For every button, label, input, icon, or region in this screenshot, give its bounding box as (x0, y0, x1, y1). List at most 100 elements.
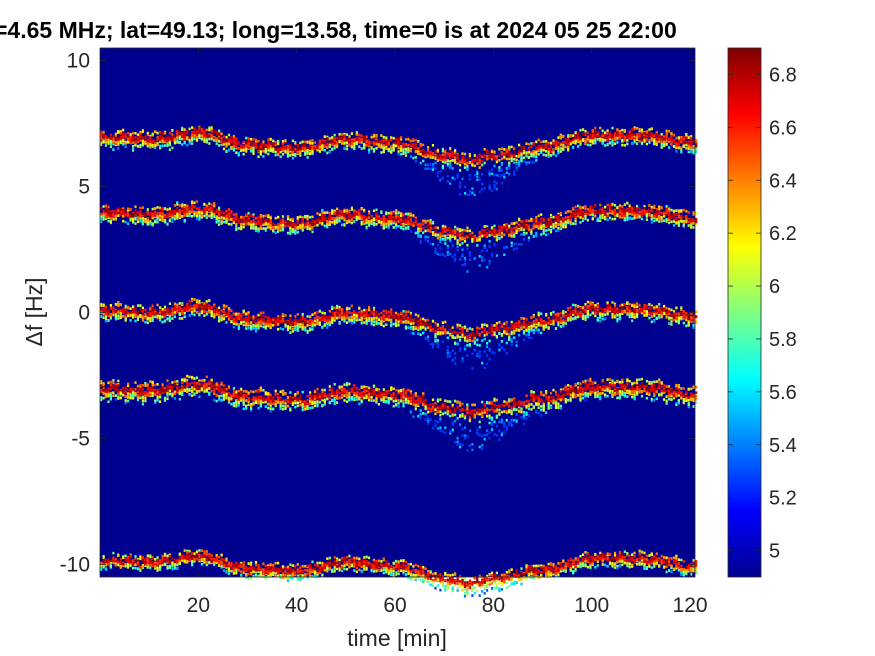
heatmap-cell (230, 140, 233, 143)
heatmap-cell (109, 133, 112, 137)
heatmap-cell (503, 253, 506, 256)
heatmap-cell (257, 324, 260, 327)
heatmap-cell (616, 206, 619, 209)
heatmap-cell (434, 230, 437, 234)
heatmap-cell (159, 216, 162, 220)
heatmap-cell (309, 222, 312, 225)
heatmap-cell (672, 209, 676, 213)
heatmap-cell (132, 145, 135, 148)
heatmap-cell (114, 217, 117, 221)
heatmap-cell (390, 151, 393, 154)
heatmap-cell (203, 306, 206, 310)
heatmap-cell (567, 147, 570, 151)
heatmap-cell (495, 160, 498, 164)
heatmap-cell (434, 251, 437, 254)
heatmap-cell (653, 211, 656, 214)
heatmap-cell (368, 219, 371, 223)
heatmap-cell (254, 329, 258, 333)
heatmap-cell (326, 220, 329, 223)
heatmap-cell (412, 138, 415, 141)
heatmap-cell (466, 247, 469, 251)
heatmap-cell (215, 210, 218, 214)
heatmap-cell (370, 219, 373, 222)
heatmap-cell (191, 206, 194, 209)
heatmap-cell (594, 131, 597, 134)
heatmap-cell (299, 225, 302, 228)
heatmap-cell (623, 211, 626, 215)
heatmap-cell (500, 162, 503, 165)
heatmap-cell (363, 139, 366, 142)
heatmap-cell (687, 150, 690, 154)
heatmap-cell (540, 151, 543, 154)
heatmap-cell (331, 148, 334, 151)
heatmap-cell (107, 140, 110, 143)
heatmap-cell (375, 142, 378, 146)
heatmap-cell (124, 137, 127, 141)
heatmap-cell (341, 133, 344, 136)
heatmap-cell (431, 221, 435, 224)
heatmap-cell (545, 150, 548, 153)
heatmap-cell (109, 138, 112, 141)
heatmap-cell (672, 139, 676, 142)
heatmap-cell (154, 207, 157, 210)
heatmap-cell (660, 144, 663, 147)
heatmap-cell (419, 161, 422, 165)
heatmap-cell (569, 222, 572, 226)
heatmap-cell (616, 210, 619, 214)
heatmap-cell (645, 138, 648, 142)
heatmap-cell (611, 135, 614, 138)
heatmap-cell (240, 220, 243, 223)
heatmap-cell (235, 228, 238, 231)
heatmap-cell (188, 214, 191, 218)
heatmap-cell (132, 146, 135, 150)
heatmap-cell (375, 208, 378, 212)
heatmap-cell (392, 221, 395, 225)
heatmap-cell (414, 145, 417, 148)
heatmap-cell (407, 143, 410, 147)
heatmap-cell (650, 127, 653, 130)
heatmap-cell (493, 184, 496, 187)
heatmap-cell (623, 218, 626, 222)
heatmap-cell (114, 303, 117, 306)
heatmap-cell (134, 143, 137, 147)
heatmap-cell (574, 142, 577, 145)
heatmap-cell (446, 174, 449, 178)
heatmap-cell (400, 136, 403, 139)
heatmap-cell (200, 133, 203, 136)
heatmap-cell (397, 220, 400, 223)
heatmap-cell (279, 227, 282, 231)
heatmap-cell (584, 215, 587, 218)
heatmap-cell (286, 217, 290, 221)
heatmap-cell (613, 138, 617, 142)
heatmap-cell (107, 319, 110, 322)
heatmap-cell (508, 164, 511, 167)
heatmap-cell (522, 220, 526, 223)
heatmap-cell (343, 137, 346, 141)
heatmap-cell (173, 211, 176, 214)
heatmap-cell (291, 219, 294, 223)
heatmap-cell (318, 219, 321, 222)
heatmap-cell (486, 149, 489, 153)
heatmap-cell (289, 220, 292, 223)
heatmap-cell (245, 150, 248, 153)
heatmap-cell (392, 146, 395, 150)
heatmap-cell (618, 211, 621, 214)
heatmap-cell (459, 184, 462, 187)
heatmap-cell (195, 207, 199, 211)
heatmap-cell (532, 223, 535, 226)
heatmap-cell (291, 229, 294, 233)
heatmap-cell (515, 226, 518, 229)
heatmap-cell (247, 314, 250, 317)
heatmap-cell (623, 136, 626, 140)
heatmap-cell (289, 224, 292, 227)
heatmap-cell (692, 222, 695, 225)
heatmap-cell (168, 319, 171, 323)
heatmap-cell (586, 131, 589, 134)
heatmap-cell (601, 211, 604, 214)
heatmap-cell (163, 308, 167, 312)
heatmap-cell (129, 138, 132, 141)
heatmap-cell (518, 143, 521, 147)
heatmap-cell (107, 215, 110, 218)
heatmap-cell (353, 143, 356, 147)
heatmap-cell (444, 149, 447, 153)
